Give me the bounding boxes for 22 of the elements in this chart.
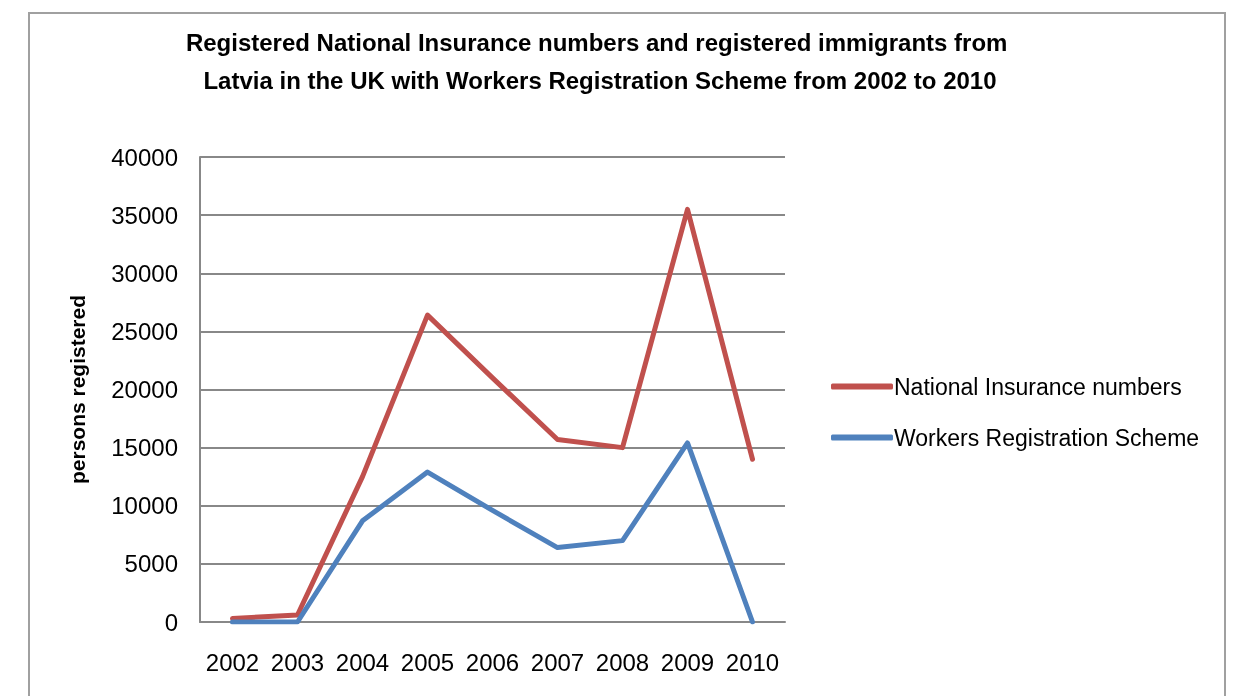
y-tick-label: 15000 <box>111 434 178 462</box>
x-tick-label: 2007 <box>530 648 585 676</box>
y-tick-label: 20000 <box>111 376 178 403</box>
y-tick-label: 30000 <box>111 259 178 287</box>
x-tick-label: 2008 <box>595 648 650 676</box>
x-tick-label: 2003 <box>270 648 325 676</box>
x-tick-label: 2005 <box>400 648 455 676</box>
y-tick-label: 35000 <box>111 201 178 229</box>
x-tick-label: 2002 <box>205 648 260 676</box>
chart-title: Registered National Insurance numbers and registered immigrants from Latvia in the UK with Workers Registration Scheme from 2002 to 2010 <box>185 28 1015 94</box>
y-tick-label: 10000 <box>111 492 178 520</box>
y-tick-label: 0 <box>164 608 178 636</box>
y-tick-label: 25000 <box>111 317 178 345</box>
legend-label: National Insurance numbers <box>894 373 1182 400</box>
x-tick-label: 2006 <box>465 648 520 676</box>
x-tick-label: 2004 <box>335 648 390 676</box>
x-tick-label: 2009 <box>660 648 715 676</box>
y-axis-title: persons registered <box>66 294 89 485</box>
y-tick-label: 5000 <box>124 550 178 578</box>
legend-label: Workers Registration Scheme <box>894 424 1200 451</box>
x-tick-label: 2010 <box>725 648 780 676</box>
y-tick-label: 40000 <box>111 143 178 171</box>
